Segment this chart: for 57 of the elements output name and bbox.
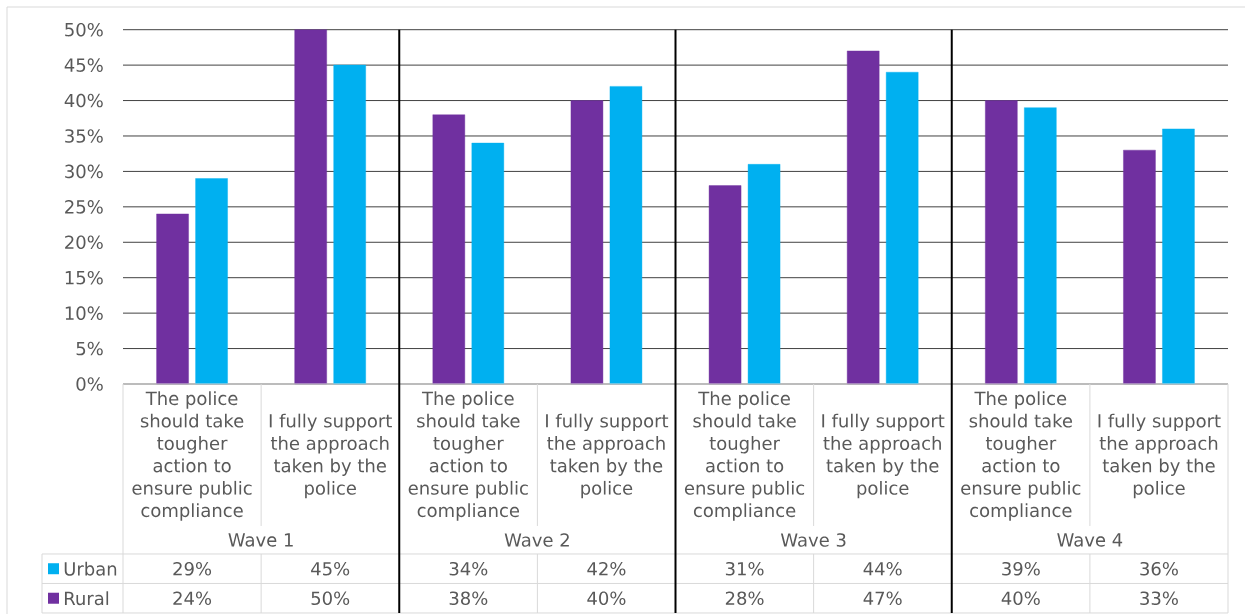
bar xyxy=(609,86,643,385)
data-label: 24% xyxy=(173,591,212,606)
x-tick-label: I fully support the approach taken by the police xyxy=(269,413,392,499)
bar xyxy=(156,213,189,385)
y-tick-label: 40% xyxy=(64,93,103,108)
y-tick-label: 25% xyxy=(65,200,103,214)
data-label: 34% xyxy=(449,561,488,576)
data-label: 36% xyxy=(1140,561,1178,576)
text: Wave 2 xyxy=(504,533,569,547)
bar xyxy=(432,114,466,385)
data-label: 28% xyxy=(725,591,764,606)
x-tick-label: I fully support the approach taken by the police xyxy=(822,413,945,499)
bar xyxy=(708,185,742,385)
bar xyxy=(294,29,327,385)
data-label: 42% xyxy=(587,561,626,576)
text: Wave 3 xyxy=(780,533,846,547)
bar xyxy=(985,100,1018,385)
data-label: 29% xyxy=(173,561,212,576)
y-tick-label: 10% xyxy=(65,306,103,320)
y-tick-label: 30% xyxy=(65,164,103,179)
x-tick-label: I fully support the approach taken by the police xyxy=(546,413,669,499)
data-label: 47% xyxy=(863,591,902,606)
bar xyxy=(885,72,919,385)
x-tick-label: The police should take tougher action to ensure public compliance xyxy=(408,391,528,521)
bar xyxy=(1123,149,1156,385)
bar xyxy=(471,142,505,385)
bar xyxy=(333,64,366,385)
legend-label: Urban xyxy=(64,561,117,576)
data-label: 40% xyxy=(587,591,626,606)
x-tick-label: The police should take tougher action to ensure public compliance xyxy=(961,391,1081,521)
data-label: 44% xyxy=(863,561,902,576)
data-label: 38% xyxy=(449,591,488,606)
data-label: 39% xyxy=(1002,561,1040,576)
data-label: 40% xyxy=(1001,591,1040,606)
bar xyxy=(570,100,604,385)
legend-label: Rural xyxy=(64,591,109,606)
y-tick-label: 5% xyxy=(76,341,103,356)
bar xyxy=(846,50,880,385)
data-label: 33% xyxy=(1140,591,1178,606)
y-tick-label: 45% xyxy=(64,58,103,72)
data-label: 31% xyxy=(725,561,764,576)
x-tick-label: I fully support the approach taken by the police xyxy=(1098,413,1221,499)
bar xyxy=(1162,128,1195,385)
data-label: 45% xyxy=(311,561,350,576)
bar xyxy=(1024,107,1057,385)
y-tick-label: 20% xyxy=(65,235,103,250)
x-tick-label: The police should take tougher action to ensure public compliance xyxy=(684,391,805,521)
data-label: 50% xyxy=(311,591,350,606)
x-tick-label: The police should take tougher action to ensure public compliance xyxy=(132,391,252,521)
y-tick-label: 15% xyxy=(65,270,103,285)
text: Wave 4 xyxy=(1057,533,1123,547)
y-tick-label: 35% xyxy=(65,129,103,143)
bar xyxy=(747,164,781,385)
y-tick-label: 0% xyxy=(76,377,103,391)
bar xyxy=(195,178,228,385)
y-tick-label: 50% xyxy=(65,22,103,37)
text: Wave 1 xyxy=(228,533,293,547)
